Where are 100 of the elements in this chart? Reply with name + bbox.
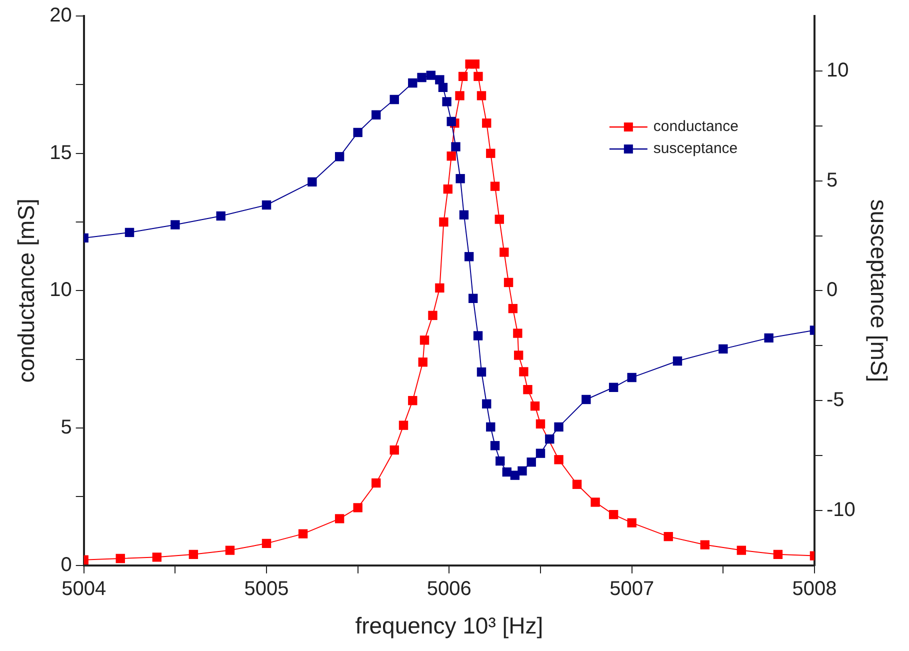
- point: [464, 252, 474, 262]
- point: [536, 419, 546, 429]
- y2-tick-label: 0: [826, 279, 838, 302]
- point: [700, 540, 710, 550]
- x-tick-label: 5005: [244, 578, 289, 600]
- point: [216, 211, 226, 221]
- point: [188, 550, 198, 560]
- legend-label: conductance: [653, 118, 739, 136]
- point: [518, 466, 527, 476]
- point: [470, 59, 480, 69]
- point: [408, 78, 418, 88]
- point: [353, 503, 362, 512]
- y-tick-label: 0: [60, 554, 72, 576]
- point: [508, 304, 518, 314]
- point: [398, 420, 408, 430]
- point: [608, 510, 618, 520]
- point: [523, 384, 532, 394]
- point: [428, 310, 438, 320]
- point: [764, 333, 774, 343]
- point: [372, 110, 381, 120]
- point: [308, 177, 317, 187]
- point: [496, 456, 505, 466]
- y2-tick-label: -10: [826, 498, 856, 521]
- point: [298, 529, 308, 538]
- y-tick-label: 5: [60, 416, 72, 439]
- point: [458, 72, 468, 82]
- point: [494, 214, 504, 224]
- point: [627, 518, 636, 528]
- point: [482, 118, 492, 128]
- point: [443, 184, 452, 194]
- y-tick-label: 10: [50, 279, 72, 302]
- point: [426, 70, 436, 80]
- point: [435, 283, 444, 293]
- point: [446, 116, 456, 126]
- point: [476, 91, 486, 100]
- point: [435, 75, 444, 84]
- point: [519, 367, 528, 376]
- x-tick-label: 5008: [792, 578, 837, 600]
- point: [334, 152, 344, 162]
- point: [468, 294, 478, 303]
- point: [773, 550, 783, 560]
- point: [554, 422, 564, 432]
- point: [408, 396, 418, 406]
- point: [486, 422, 496, 432]
- point: [225, 546, 235, 555]
- point: [672, 356, 682, 366]
- point: [446, 152, 456, 161]
- point: [170, 220, 180, 230]
- point: [664, 532, 673, 542]
- point: [736, 546, 746, 555]
- point: [372, 478, 381, 488]
- point: [456, 174, 465, 184]
- point: [262, 538, 272, 548]
- point: [572, 480, 582, 489]
- point: [442, 97, 452, 106]
- point: [390, 94, 399, 104]
- point: [420, 336, 430, 345]
- point: [590, 498, 600, 507]
- point: [504, 278, 514, 288]
- x-tick-label: 5004: [62, 578, 106, 600]
- point: [455, 91, 464, 100]
- legend-label: susceptance: [653, 140, 738, 158]
- point: [476, 367, 486, 377]
- y-tick-label: 15: [50, 142, 72, 164]
- y-tick-label: 20: [50, 4, 72, 27]
- x-tick-label: 5007: [610, 578, 654, 600]
- point: [439, 217, 448, 227]
- point: [417, 72, 426, 82]
- point: [459, 210, 469, 220]
- point: [451, 142, 460, 152]
- point: [627, 372, 636, 382]
- point: [124, 228, 134, 238]
- point: [490, 441, 500, 450]
- point: [536, 448, 546, 458]
- point: [718, 344, 728, 354]
- y-axis-title: conductance [mS]: [13, 198, 40, 383]
- point: [513, 328, 522, 338]
- point: [418, 358, 428, 367]
- point: [438, 82, 448, 92]
- point: [474, 72, 483, 82]
- point: [514, 350, 524, 360]
- point: [486, 148, 496, 158]
- point: [554, 455, 564, 464]
- point: [390, 445, 399, 455]
- y2-tick-label: 10: [826, 59, 849, 82]
- point: [334, 514, 344, 524]
- point: [530, 401, 540, 411]
- x-axis-title: frequency 10³ [Hz]: [355, 612, 544, 639]
- point: [582, 394, 591, 404]
- y2-axis-title: susceptance [mS]: [866, 199, 892, 382]
- point: [152, 552, 162, 562]
- point: [482, 399, 492, 408]
- point: [262, 200, 272, 210]
- point: [545, 434, 554, 444]
- point: [473, 331, 483, 340]
- point: [353, 128, 362, 138]
- point: [526, 458, 536, 467]
- y2-tick-label: -5: [826, 389, 844, 412]
- point: [500, 248, 509, 257]
- point: [490, 182, 500, 191]
